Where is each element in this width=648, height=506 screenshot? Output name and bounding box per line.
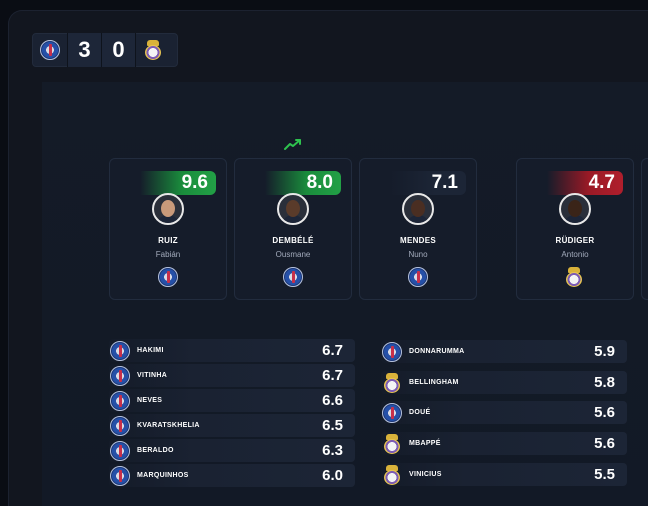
club-crest — [381, 372, 403, 394]
away-score: 0 — [101, 33, 135, 67]
club-crest — [381, 402, 403, 424]
player-rating: 6.6 — [322, 392, 343, 409]
home-team-crest — [33, 33, 67, 67]
avatar — [152, 193, 184, 225]
player-last-name: DEMBÉLÉ — [272, 236, 314, 245]
rating-badge: 8.0 — [265, 171, 341, 195]
player-card[interactable]: 9.6 RUIZ Fabián — [109, 158, 227, 300]
psg-crest-icon — [408, 267, 428, 287]
list-item[interactable]: NEVES 6.6 — [109, 389, 355, 412]
player-first-name: Ousmane — [275, 250, 311, 259]
player-rating: 6.7 — [322, 342, 343, 359]
list-item[interactable]: VITINHA 6.7 — [109, 364, 355, 387]
player-rating: 6.3 — [322, 442, 343, 459]
psg-crest-icon — [110, 416, 130, 436]
real-madrid-crest-icon — [383, 465, 401, 485]
away-team-crest — [135, 33, 169, 67]
player-last-name: RÜDIGER — [555, 236, 595, 245]
list-item[interactable]: DONNARUMMA 5.9 — [381, 340, 627, 363]
player-rating: 6.0 — [322, 467, 343, 484]
player-name: VITINHA — [137, 372, 168, 379]
club-crest — [109, 390, 131, 412]
avatar — [559, 193, 591, 225]
list-item[interactable]: DOUÉ 5.6 — [381, 401, 627, 424]
list-item[interactable]: MARQUINHOS 6.0 — [109, 464, 355, 487]
player-name: BERALDO — [137, 447, 174, 454]
list-item[interactable]: HAKIMI 6.7 — [109, 339, 355, 362]
player-card-partial[interactable] — [641, 158, 648, 300]
club-crest — [109, 340, 131, 362]
club-crest — [109, 440, 131, 462]
player-rating: 6.5 — [322, 417, 343, 434]
psg-crest-icon — [40, 40, 60, 60]
player-name: DOUÉ — [409, 409, 431, 416]
up-trend-icon — [284, 139, 301, 150]
player-rating: 5.8 — [594, 374, 615, 391]
player-name: VINICIUS — [409, 471, 442, 478]
club-crest — [381, 341, 403, 363]
rating-badge: 4.7 — [547, 171, 623, 195]
club-crest — [283, 267, 303, 292]
club-crest — [109, 415, 131, 437]
list-item[interactable]: KVARATSKHELIA 6.5 — [109, 414, 355, 437]
club-crest — [381, 464, 403, 486]
club-crest — [408, 267, 428, 292]
list-item[interactable]: BELLINGHAM 5.8 — [381, 371, 627, 394]
psg-crest-icon — [382, 403, 402, 423]
real-madrid-crest-icon — [144, 40, 162, 60]
psg-crest-icon — [382, 342, 402, 362]
scoreboard: 3 0 — [32, 33, 178, 67]
player-rating: 5.5 — [594, 466, 615, 483]
club-crest — [109, 365, 131, 387]
player-first-name: Antonio — [561, 250, 589, 259]
real-madrid-crest-icon — [383, 434, 401, 454]
player-name: BELLINGHAM — [409, 379, 459, 386]
list-item[interactable]: BERALDO 6.3 — [109, 439, 355, 462]
player-name: DONNARUMMA — [409, 348, 465, 355]
psg-crest-icon — [110, 366, 130, 386]
club-crest — [158, 267, 178, 292]
real-madrid-crest-icon — [383, 373, 401, 393]
player-first-name: Nuno — [408, 250, 428, 259]
list-item[interactable]: MBAPPÉ 5.6 — [381, 432, 627, 455]
rating-badge: 9.6 — [140, 171, 216, 195]
list-item[interactable]: VINICIUS 5.5 — [381, 463, 627, 486]
club-crest — [109, 465, 131, 487]
player-name: NEVES — [137, 397, 163, 404]
player-last-name: MENDES — [399, 236, 437, 245]
player-name: KVARATSKHELIA — [137, 422, 200, 429]
player-last-name: RUIZ — [158, 236, 178, 245]
player-name: HAKIMI — [137, 347, 164, 354]
real-madrid-crest-icon — [565, 267, 583, 287]
player-first-name: Fabián — [155, 250, 181, 259]
player-card[interactable]: 7.1 MENDES Nuno — [359, 158, 477, 300]
player-rating: 5.6 — [594, 404, 615, 421]
psg-crest-icon — [110, 441, 130, 461]
avatar — [402, 193, 434, 225]
psg-crest-icon — [158, 267, 178, 287]
club-crest — [565, 267, 583, 292]
psg-crest-icon — [110, 341, 130, 361]
psg-crest-icon — [110, 466, 130, 486]
player-name: MARQUINHOS — [137, 472, 189, 479]
home-score: 3 — [67, 33, 101, 67]
rating-badge: 7.1 — [390, 171, 466, 195]
avatar — [277, 193, 309, 225]
player-card[interactable]: 8.0 DEMBÉLÉ Ousmane — [234, 158, 352, 300]
player-rating: 5.9 — [594, 343, 615, 360]
player-rating: 6.7 — [322, 367, 343, 384]
club-crest — [381, 433, 403, 455]
player-name: MBAPPÉ — [409, 440, 441, 447]
psg-crest-icon — [110, 391, 130, 411]
player-card[interactable]: 4.7 RÜDIGER Antonio — [516, 158, 634, 300]
player-rating: 5.6 — [594, 435, 615, 452]
psg-crest-icon — [283, 267, 303, 287]
